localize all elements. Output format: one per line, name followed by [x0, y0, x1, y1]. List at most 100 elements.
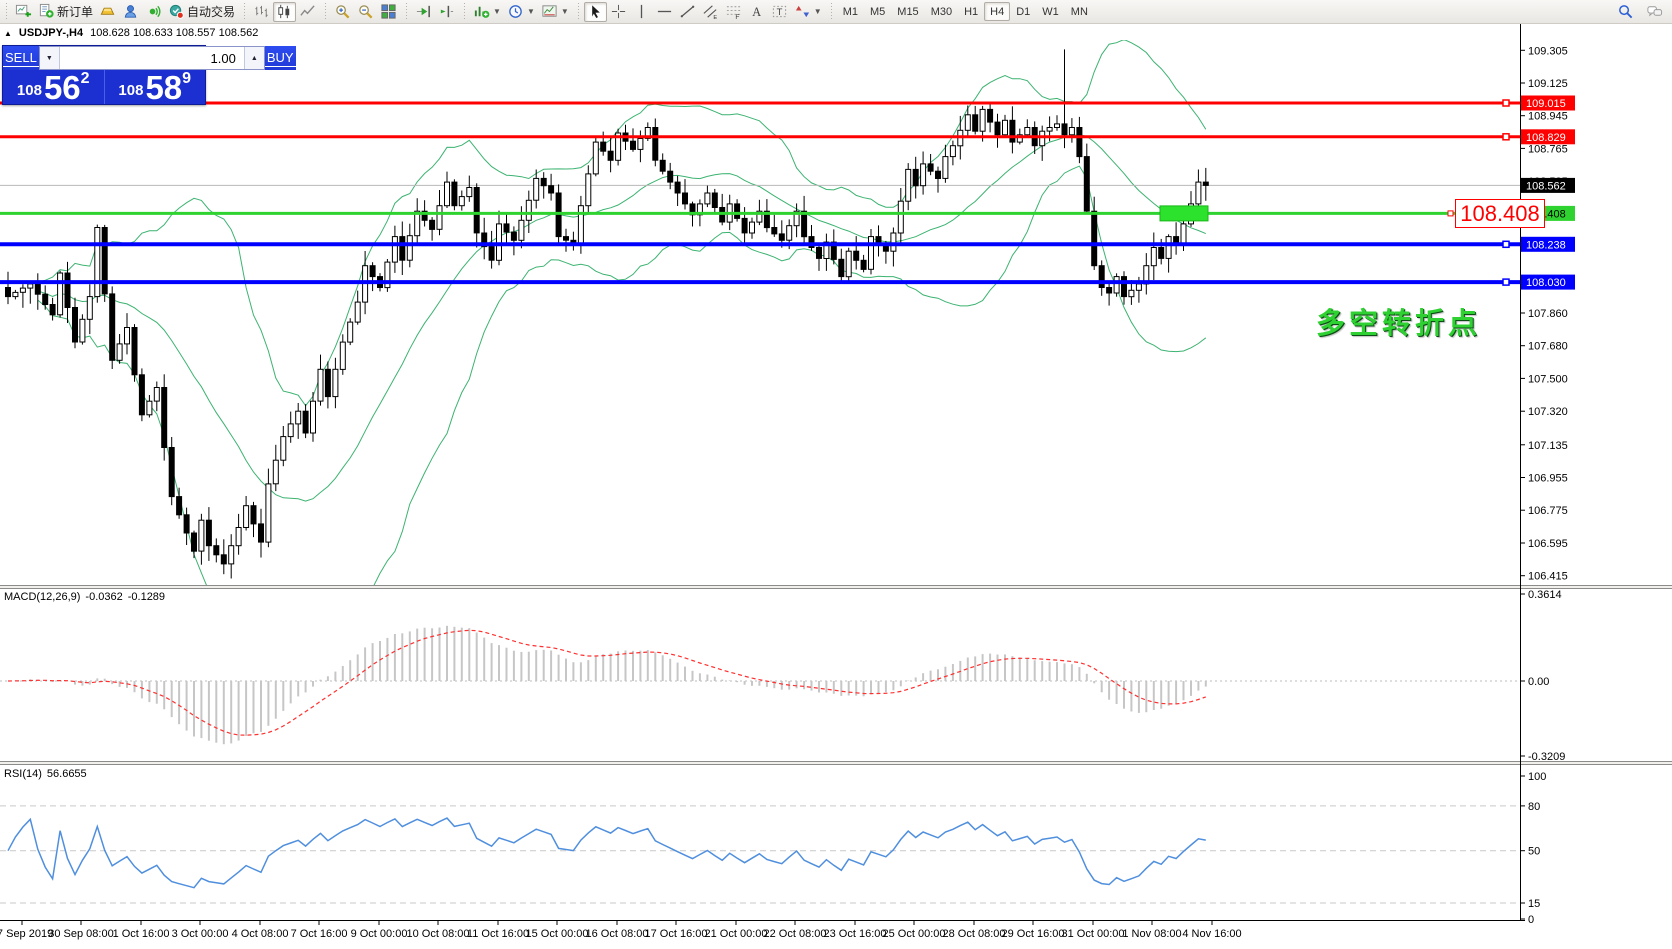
volume-input[interactable] [59, 47, 244, 69]
sell-price-display[interactable]: 108 56 2 [3, 70, 105, 104]
sell-button[interactable]: SELL [3, 46, 39, 70]
text-label-button[interactable]: T [768, 2, 791, 22]
dropdown-caret-icon[interactable]: ▼ [493, 7, 501, 16]
timeframe-m30-button[interactable]: M30 [930, 5, 953, 18]
autoscroll-icon [416, 5, 430, 18]
templates-button[interactable]: ▼ [538, 2, 572, 22]
collapse-triangle-icon[interactable]: ▲ [4, 28, 12, 38]
timeframe-d1-button[interactable]: D1 [1016, 5, 1031, 18]
crosshair-icon [611, 4, 625, 19]
chat-button[interactable] [1643, 2, 1666, 22]
channel-icon: E [703, 5, 717, 20]
fibonacci-button[interactable]: F [722, 2, 745, 22]
svg-text:15 Oct 00:00: 15 Oct 00:00 [526, 928, 589, 940]
svg-text:3 Oct 00:00: 3 Oct 00:00 [172, 928, 229, 940]
candlestick-chart-button[interactable] [273, 1, 297, 22]
new-chart-button[interactable] [12, 2, 35, 22]
svg-text:22 Oct 08:00: 22 Oct 08:00 [764, 928, 827, 940]
textLabel-icon: T [772, 5, 786, 18]
signals-button[interactable] [142, 2, 165, 22]
autotrading-button[interactable]: 自动交易 [165, 2, 238, 22]
dropdown-caret-icon[interactable]: ▼ [526, 7, 535, 16]
svg-text:109.015: 109.015 [1526, 98, 1566, 110]
timeframe-w1-button[interactable]: W1 [1042, 5, 1059, 18]
svg-text:E: E [713, 15, 717, 20]
svg-text:106.775: 106.775 [1528, 505, 1568, 517]
zoom-out-button[interactable] [354, 2, 377, 22]
toolbar-grip[interactable] [4, 2, 9, 21]
svg-text:15: 15 [1528, 898, 1540, 910]
zoom-in-button[interactable] [331, 2, 354, 22]
toolbar-grip[interactable] [323, 2, 329, 21]
cursor-button[interactable] [583, 1, 607, 22]
macd-indicator-label: MACD(12,26,9) -0.0362 -0.1289 [4, 591, 166, 603]
new-order-button[interactable]: 新订单 [35, 2, 96, 22]
bar-chart-button[interactable] [250, 2, 273, 22]
indicators-button[interactable]: ▼ [470, 2, 504, 22]
candles-icon [278, 4, 290, 19]
ohlc-quotes: 108.628 108.633 108.557 108.562 [90, 27, 259, 39]
line-chart-button[interactable] [296, 2, 319, 22]
arrows-button[interactable]: ▼ [791, 2, 825, 22]
svg-text:107.860: 107.860 [1528, 308, 1568, 320]
svg-text:109.125: 109.125 [1528, 78, 1568, 90]
svg-text:106.955: 106.955 [1528, 473, 1568, 485]
periods-button[interactable]: ▼ [504, 2, 538, 22]
toolbar-grip[interactable] [462, 2, 468, 21]
buy-button[interactable]: BUY [264, 46, 296, 70]
horizontal-line-button[interactable] [653, 2, 676, 22]
zoomout-icon [359, 5, 373, 19]
svg-text:107.135: 107.135 [1528, 440, 1568, 452]
community-button[interactable] [119, 2, 142, 22]
text-button[interactable]: A [745, 2, 768, 22]
price-callout-box[interactable]: 108.408 [1455, 199, 1545, 228]
buy-price-display[interactable]: 108 58 9 [118, 69, 192, 106]
tline-icon [680, 5, 695, 18]
tile-windows-button[interactable] [377, 2, 400, 22]
svg-text:106.595: 106.595 [1528, 538, 1568, 550]
volume-decrease-button[interactable]: ▼ [39, 47, 60, 69]
toolbar-grip[interactable] [828, 2, 834, 21]
timeframe-m5-button[interactable]: M5 [870, 5, 886, 18]
dropdown-caret-icon[interactable]: ▼ [560, 7, 569, 16]
trendline-button[interactable] [676, 2, 699, 22]
timeframe-m15-button[interactable]: M15 [897, 5, 919, 18]
svg-text:108.829: 108.829 [1526, 132, 1566, 144]
svg-text:F: F [735, 14, 739, 20]
zoomin-icon [336, 5, 350, 19]
toolbar-grip[interactable] [575, 2, 581, 21]
svg-text:1 Nov 08:00: 1 Nov 08:00 [1122, 928, 1181, 940]
volume-increase-button[interactable]: ▲ [243, 47, 264, 69]
search-button[interactable] [1614, 2, 1637, 22]
template-icon [542, 5, 557, 17]
timeframe-mn-button[interactable]: MN [1070, 5, 1088, 18]
equidistant-channel-button[interactable]: E [699, 2, 722, 22]
svg-text:107.500: 107.500 [1528, 373, 1568, 385]
symbol-timeframe-label: USDJPY-,H4 [18, 27, 84, 39]
svg-text:1 Oct 16:00: 1 Oct 16:00 [113, 928, 170, 940]
toolbar-grip[interactable] [404, 2, 410, 21]
turning-point-annotation[interactable]: 多空转折点 [1316, 308, 1482, 340]
vertical-line-button[interactable] [630, 2, 653, 22]
svg-text:4 Nov 16:00: 4 Nov 16:00 [1182, 928, 1241, 940]
chart-shift-button[interactable] [435, 2, 458, 22]
market-depth-button[interactable] [96, 2, 119, 22]
timeframe-h1-button[interactable]: H1 [964, 5, 979, 18]
svg-text:50: 50 [1528, 846, 1540, 858]
auto-scroll-button[interactable] [412, 2, 435, 22]
timeframe-h4-button[interactable]: H4 [984, 2, 1011, 21]
autotrade-icon [169, 4, 184, 19]
svg-text:109.305: 109.305 [1528, 45, 1568, 57]
svg-text:11 Oct 16:00: 11 Oct 16:00 [467, 928, 529, 940]
svg-text:10 Oct 08:00: 10 Oct 08:00 [407, 928, 470, 940]
hline-icon [657, 10, 671, 13]
timeframe-m1-button[interactable]: M1 [842, 5, 858, 18]
toolbar-grip[interactable] [242, 2, 248, 21]
clock-icon [509, 5, 522, 18]
dropdown-caret-icon[interactable]: ▼ [813, 7, 822, 16]
order-plus-icon [39, 3, 54, 18]
svg-text:-0.3209: -0.3209 [1528, 751, 1565, 763]
crosshair-button[interactable] [607, 2, 630, 22]
